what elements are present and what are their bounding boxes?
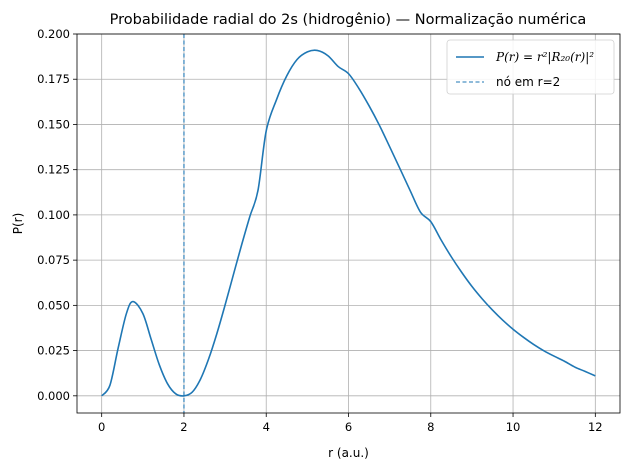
y-tick-label: 0.100 bbox=[37, 208, 70, 222]
y-tick-label: 0.000 bbox=[37, 389, 70, 403]
legend: P(r) = r²|R₂₀(r)|² nó em r=2 bbox=[446, 39, 615, 95]
x-tick-label: 12 bbox=[588, 420, 603, 434]
y-tick-label: 0.025 bbox=[37, 344, 70, 358]
ticks: 0 2 4 6 8 10 12 0.000 0.025 0.050 0.075 0.100 0.125 0… bbox=[37, 27, 603, 434]
grid bbox=[77, 33, 620, 413]
x-tick-label: 8 bbox=[427, 420, 434, 434]
y-tick-label: 0.175 bbox=[37, 72, 70, 86]
legend-box bbox=[446, 39, 615, 95]
y-axis-label: P(r) bbox=[11, 213, 25, 235]
x-tick-label: 4 bbox=[263, 420, 270, 434]
y-tick-label: 0.050 bbox=[37, 298, 70, 312]
y-tick-label: 0.125 bbox=[37, 163, 70, 177]
x-tick-label: 2 bbox=[180, 420, 187, 434]
legend-label-series-1: P(r) = r²|R₂₀(r)|² bbox=[495, 50, 594, 64]
y-tick-label: 0.150 bbox=[37, 117, 70, 131]
series-layer bbox=[101, 34, 596, 413]
x-axis-label: r (a.u.) bbox=[328, 446, 369, 460]
legend-label-series-2: nó em r=2 bbox=[496, 75, 560, 89]
y-tick-label: 0.200 bbox=[37, 27, 70, 41]
y-tick-label: 0.075 bbox=[37, 253, 70, 267]
x-tick-label: 0 bbox=[98, 420, 105, 434]
x-tick-label: 10 bbox=[506, 420, 521, 434]
series-line-radial-probability bbox=[101, 49, 596, 397]
x-tick-label: 6 bbox=[345, 420, 352, 434]
chart-title: Probabilidade radial do 2s (hidrogênio) … bbox=[110, 12, 587, 28]
